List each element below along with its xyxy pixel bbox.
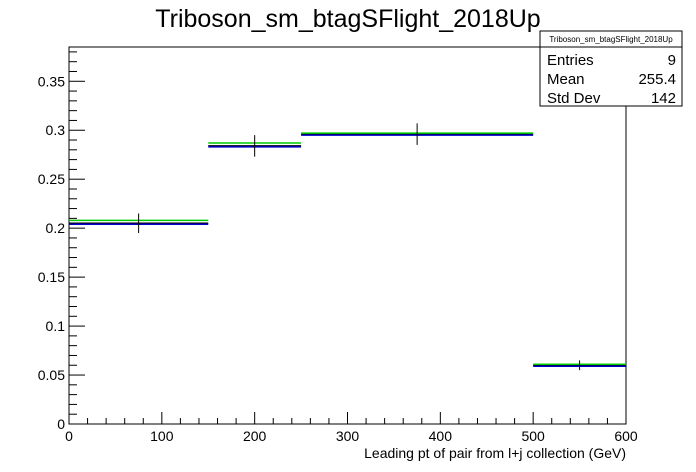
stats-row-label: Entries	[547, 52, 594, 69]
y-tick-label: 0.2	[46, 220, 66, 236]
y-tick-label: 0.15	[38, 269, 65, 285]
y-tick-label: 0.3	[46, 122, 66, 138]
y-tick-label: 0.1	[46, 318, 66, 334]
y-tick-label: 0.05	[38, 367, 65, 383]
chart-title: Triboson_sm_btagSFlight_2018Up	[155, 5, 540, 33]
x-tick-label: 500	[521, 428, 545, 444]
y-tick-label: 0	[57, 416, 65, 432]
stats-row-value: 255.4	[638, 71, 676, 88]
x-tick-label: 400	[429, 428, 453, 444]
stats-box-border	[539, 30, 683, 107]
x-tick-label: 100	[150, 428, 174, 444]
stats-row-value: 142	[651, 90, 676, 107]
y-axis: 0 0.05 0.1 0.15 0.2 0.25 0.3 0.35	[38, 51, 85, 432]
y-tick-label: 0.35	[38, 73, 65, 89]
stats-row-label: Mean	[547, 71, 585, 88]
x-tick-label: 300	[336, 428, 360, 444]
stats-box: Triboson_sm_btagSFlight_2018Up Entries 9 Me…	[539, 30, 683, 107]
series-3	[69, 132, 626, 366]
x-axis: 0 100 200 300 400 500 600	[65, 412, 638, 444]
error-bars	[138, 123, 581, 371]
x-axis-title: Leading pt of pair from l+j collection (…	[364, 445, 626, 461]
stats-row-label: Std Dev	[547, 90, 601, 107]
series-layer	[69, 132, 626, 367]
x-tick-label: 200	[243, 428, 267, 444]
x-tick-label: 600	[614, 428, 638, 444]
series-1	[69, 133, 626, 366]
x-tick-label: 0	[65, 428, 73, 444]
series-2	[69, 134, 626, 367]
stats-row-value: 9	[668, 52, 676, 69]
y-tick-label: 0.25	[38, 171, 65, 187]
stats-box-title: Triboson_sm_btagSFlight_2018Up	[549, 35, 673, 44]
